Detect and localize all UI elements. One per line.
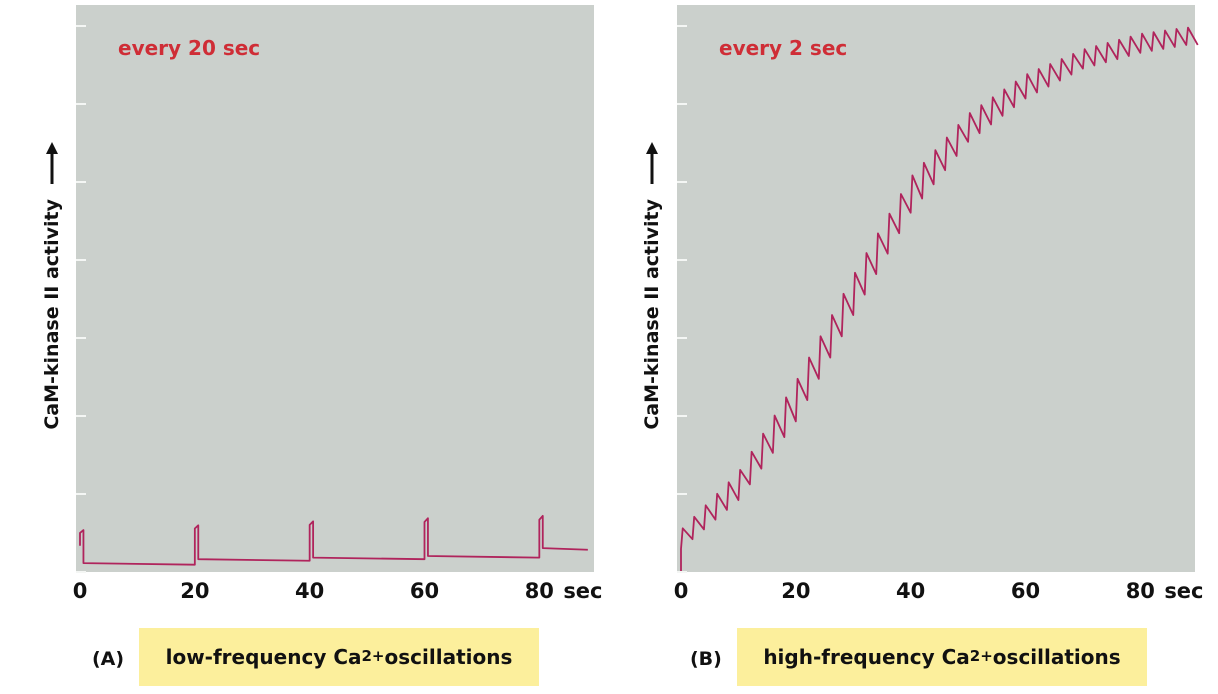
chart-b-xtick-label: 20 bbox=[781, 579, 811, 603]
chart-a-caption-sup: 2+ bbox=[361, 647, 385, 665]
chart-a-ylabel-text: CaM-kinase II activity bbox=[41, 198, 63, 430]
chart-a-xtick-label: 20 bbox=[180, 579, 210, 603]
chart-a-xtick-label: 60 bbox=[409, 579, 440, 603]
chart-b-xtick-label: 80 bbox=[1125, 579, 1155, 603]
chart-b-caption: high-frequency Ca 2+ oscillations bbox=[737, 628, 1147, 686]
chart-a-series-line bbox=[79, 514, 588, 566]
chart-a-xtick-label: 0 bbox=[72, 579, 88, 603]
chart-a-xtick-label: 80 bbox=[524, 579, 554, 603]
chart-a-xunit: sec bbox=[563, 579, 603, 603]
chart-b-plot-area: every 2 sec bbox=[677, 5, 1199, 573]
chart-a-title: every 20 sec bbox=[118, 36, 261, 60]
chart-a-caption-before: low-frequency Ca bbox=[165, 645, 362, 669]
chart-b-caption-after: oscillations bbox=[992, 645, 1121, 669]
chart-b-caption-letter: (B) bbox=[690, 648, 722, 670]
chart-b-xunit: sec bbox=[1164, 579, 1204, 603]
chart-b-xtick-label: 0 bbox=[673, 579, 689, 603]
chart-a-caption: low-frequency Ca 2+ oscillations bbox=[139, 628, 539, 686]
chart-a-caption-after: oscillations bbox=[384, 645, 513, 669]
chart-a-xtick-label: 40 bbox=[295, 579, 325, 603]
chart-b-svg bbox=[677, 25, 1199, 573]
chart-a-ylabel: CaM-kinase II activity bbox=[37, 86, 67, 486]
chart-a-plot-area: every 20 sec bbox=[76, 5, 594, 573]
chart-b-caption-before: high-frequency Ca bbox=[763, 645, 970, 669]
chart-b-caption-sup: 2+ bbox=[969, 647, 993, 665]
up-arrow-icon bbox=[38, 142, 68, 185]
chart-b-ylabel-text: CaM-kinase II activity bbox=[641, 198, 663, 430]
up-arrow-icon bbox=[638, 142, 668, 185]
chart-b-series-line bbox=[680, 26, 1199, 571]
chart-b-xtick-label: 40 bbox=[896, 579, 926, 603]
chart-b-xtick-label: 60 bbox=[1010, 579, 1041, 603]
chart-b-ylabel: CaM-kinase II activity bbox=[637, 86, 667, 486]
chart-a-caption-letter: (A) bbox=[92, 648, 125, 670]
chart-a-svg bbox=[76, 25, 588, 573]
chart-b-title: every 2 sec bbox=[719, 36, 848, 60]
